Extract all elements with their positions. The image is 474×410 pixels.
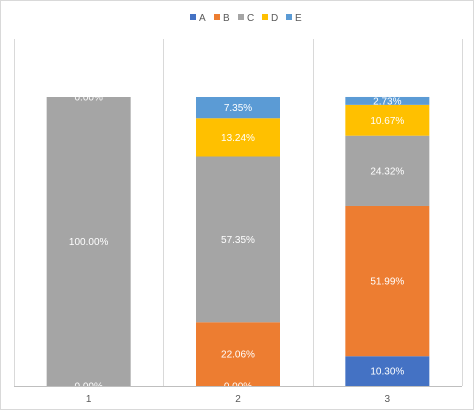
bar-segment-c-2 xyxy=(196,156,280,323)
data-label-a-3: 10.30% xyxy=(370,367,404,378)
data-label-e-1: 0.00% xyxy=(74,93,102,104)
data-label-b-3: 51.99% xyxy=(370,277,404,288)
legend-label-b: B xyxy=(223,13,230,24)
data-label-b-2: 22.06% xyxy=(221,350,255,361)
x-axis: 1 2 3 xyxy=(14,386,462,405)
bar-segment-e-3 xyxy=(345,96,430,105)
legend: A B C D E xyxy=(190,13,302,24)
legend-label-d: D xyxy=(271,13,278,24)
bar-segment-c-1 xyxy=(46,97,131,386)
bar-segment-a-3 xyxy=(345,356,430,386)
data-label-d-3: 10.67% xyxy=(370,116,404,127)
data-label-d-2: 13.24% xyxy=(221,133,255,144)
legend-swatch-b xyxy=(214,14,220,20)
data-label-c-1: 100.00% xyxy=(69,237,109,248)
bar-segment-b-2 xyxy=(196,322,280,386)
legend-label-e: E xyxy=(295,13,302,24)
data-label-e-3: 2.73% xyxy=(373,96,401,107)
x-tick-label: 1 xyxy=(86,394,92,405)
bar-segment-c-3 xyxy=(345,135,430,206)
legend-swatch-a xyxy=(190,14,196,20)
bar-segment-d-3 xyxy=(345,104,430,136)
legend-swatch-c xyxy=(238,14,244,20)
bar-segment-d-2 xyxy=(196,118,280,157)
legend-swatch-d xyxy=(262,14,268,20)
data-label-c-2: 57.35% xyxy=(221,235,255,246)
bar-segment-e-2 xyxy=(196,97,280,119)
bars xyxy=(46,96,430,386)
x-tick-label: 2 xyxy=(235,394,241,405)
category-gridlines xyxy=(14,39,463,386)
legend-label-a: A xyxy=(199,13,206,24)
x-tick-label: 3 xyxy=(385,394,391,405)
data-label-e-2: 7.35% xyxy=(224,103,252,114)
bar-segment-b-3 xyxy=(345,205,430,357)
data-label-c-3: 24.32% xyxy=(370,166,404,177)
legend-swatch-e xyxy=(286,14,292,20)
legend-label-c: C xyxy=(247,13,254,24)
